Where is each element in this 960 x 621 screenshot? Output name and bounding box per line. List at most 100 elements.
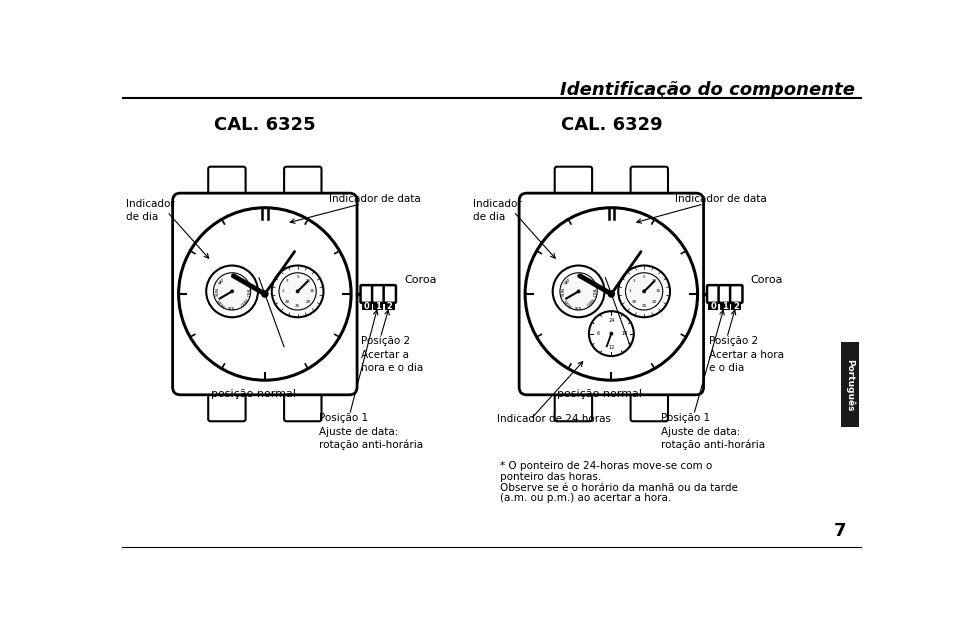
FancyBboxPatch shape bbox=[555, 392, 592, 421]
Text: Identificação do componente: Identificação do componente bbox=[561, 81, 855, 99]
Text: Posição 2
Acertar a hora
e o dia: Posição 2 Acertar a hora e o dia bbox=[709, 337, 784, 373]
Text: 5: 5 bbox=[297, 275, 299, 279]
Text: TUE: TUE bbox=[238, 276, 247, 286]
Text: Indicador de data: Indicador de data bbox=[675, 194, 767, 204]
Circle shape bbox=[206, 266, 258, 317]
FancyBboxPatch shape bbox=[719, 285, 731, 303]
Text: WED: WED bbox=[584, 297, 594, 307]
Circle shape bbox=[618, 266, 670, 317]
Text: 1: 1 bbox=[375, 302, 381, 310]
Text: 0: 0 bbox=[710, 302, 716, 310]
Bar bbox=[373, 302, 383, 310]
Circle shape bbox=[262, 291, 268, 297]
FancyBboxPatch shape bbox=[173, 193, 357, 395]
Text: (a.m. ou p.m.) ao acertar a hora.: (a.m. ou p.m.) ao acertar a hora. bbox=[500, 494, 671, 504]
FancyBboxPatch shape bbox=[519, 193, 704, 395]
Text: S: S bbox=[577, 274, 580, 279]
Text: Coroa: Coroa bbox=[404, 275, 437, 285]
Text: Posição 1
Ajuste de data:
rotação anti-horária: Posição 1 Ajuste de data: rotação anti-h… bbox=[319, 414, 422, 450]
Bar bbox=[385, 302, 395, 310]
Bar bbox=[362, 302, 372, 310]
Bar bbox=[841, 342, 859, 427]
Circle shape bbox=[213, 273, 251, 310]
Text: Coroa: Coroa bbox=[751, 275, 783, 285]
Text: Posição 2
Acertar a
hora e o dia: Posição 2 Acertar a hora e o dia bbox=[361, 337, 423, 373]
Text: 2: 2 bbox=[387, 302, 393, 310]
Text: Observe se é o horário da manhã ou da tarde: Observe se é o horário da manhã ou da ta… bbox=[500, 483, 737, 492]
Text: 10: 10 bbox=[652, 279, 657, 283]
Text: CAL. 6325: CAL. 6325 bbox=[214, 116, 316, 134]
Bar bbox=[732, 302, 741, 310]
Text: MON: MON bbox=[564, 297, 573, 307]
Text: 6: 6 bbox=[596, 331, 599, 336]
Text: 7: 7 bbox=[833, 522, 846, 540]
Text: S: S bbox=[230, 274, 233, 279]
Text: MON: MON bbox=[217, 297, 227, 307]
Text: Posição 1
Ajuste de data:
rotação anti-horária: Posição 1 Ajuste de data: rotação anti-h… bbox=[661, 414, 765, 450]
FancyBboxPatch shape bbox=[707, 285, 719, 303]
FancyBboxPatch shape bbox=[284, 392, 322, 421]
Text: 18: 18 bbox=[622, 331, 628, 336]
Text: ponteiro das horas.: ponteiro das horas. bbox=[500, 472, 601, 482]
Text: Indicador de data: Indicador de data bbox=[328, 194, 420, 204]
Text: 1: 1 bbox=[722, 302, 728, 310]
Text: 12: 12 bbox=[609, 345, 614, 350]
Circle shape bbox=[296, 289, 300, 293]
Text: * O ponteiro de 24-horas move-se com o: * O ponteiro de 24-horas move-se com o bbox=[500, 461, 712, 471]
Text: 5: 5 bbox=[643, 275, 645, 279]
Circle shape bbox=[525, 208, 698, 380]
Text: SAT: SAT bbox=[217, 277, 226, 285]
Circle shape bbox=[577, 289, 581, 293]
Bar bbox=[708, 302, 718, 310]
Circle shape bbox=[279, 273, 316, 310]
FancyBboxPatch shape bbox=[361, 285, 372, 303]
FancyBboxPatch shape bbox=[731, 285, 742, 303]
FancyBboxPatch shape bbox=[631, 392, 668, 421]
Text: SAT: SAT bbox=[564, 277, 572, 285]
Text: 1: 1 bbox=[629, 289, 631, 293]
Text: CAL. 6329: CAL. 6329 bbox=[561, 116, 662, 134]
Text: 3: 3 bbox=[633, 279, 636, 283]
FancyBboxPatch shape bbox=[631, 166, 668, 196]
Circle shape bbox=[626, 273, 662, 310]
Text: 30: 30 bbox=[285, 299, 290, 304]
Circle shape bbox=[179, 208, 351, 380]
Text: 15: 15 bbox=[309, 289, 315, 293]
Circle shape bbox=[560, 273, 597, 310]
Text: 20: 20 bbox=[305, 299, 310, 304]
Text: 2: 2 bbox=[733, 302, 739, 310]
Text: Indicador de 24 horas: Indicador de 24 horas bbox=[497, 414, 612, 425]
Text: THU: THU bbox=[591, 287, 595, 296]
Circle shape bbox=[609, 291, 614, 297]
Text: TUE: TUE bbox=[574, 304, 583, 308]
Circle shape bbox=[642, 289, 646, 293]
Text: posição normal: posição normal bbox=[558, 389, 642, 399]
FancyBboxPatch shape bbox=[384, 285, 396, 303]
Circle shape bbox=[230, 289, 234, 293]
Circle shape bbox=[610, 332, 613, 335]
FancyBboxPatch shape bbox=[555, 166, 592, 196]
Text: 30: 30 bbox=[632, 299, 636, 304]
Circle shape bbox=[588, 311, 634, 356]
FancyBboxPatch shape bbox=[208, 166, 246, 196]
Text: 25: 25 bbox=[641, 304, 647, 308]
Text: 24: 24 bbox=[609, 318, 614, 323]
Text: SUN: SUN bbox=[215, 287, 219, 296]
Text: Português: Português bbox=[846, 358, 854, 411]
Circle shape bbox=[553, 266, 605, 317]
Text: Indicador
de dia: Indicador de dia bbox=[472, 199, 521, 222]
Text: 25: 25 bbox=[295, 304, 300, 308]
Text: Indicador
de dia: Indicador de dia bbox=[127, 199, 175, 222]
Text: 20: 20 bbox=[652, 299, 657, 304]
Text: 10: 10 bbox=[305, 279, 310, 283]
Circle shape bbox=[272, 266, 324, 317]
Text: 15: 15 bbox=[656, 289, 661, 293]
FancyBboxPatch shape bbox=[372, 285, 384, 303]
Text: posição normal: posição normal bbox=[211, 389, 296, 399]
FancyBboxPatch shape bbox=[208, 392, 246, 421]
Text: TUE: TUE bbox=[228, 304, 236, 308]
Text: TUE: TUE bbox=[585, 276, 593, 286]
Text: THU: THU bbox=[245, 287, 249, 296]
Text: WED: WED bbox=[237, 297, 248, 307]
Text: SUN: SUN bbox=[562, 287, 565, 296]
